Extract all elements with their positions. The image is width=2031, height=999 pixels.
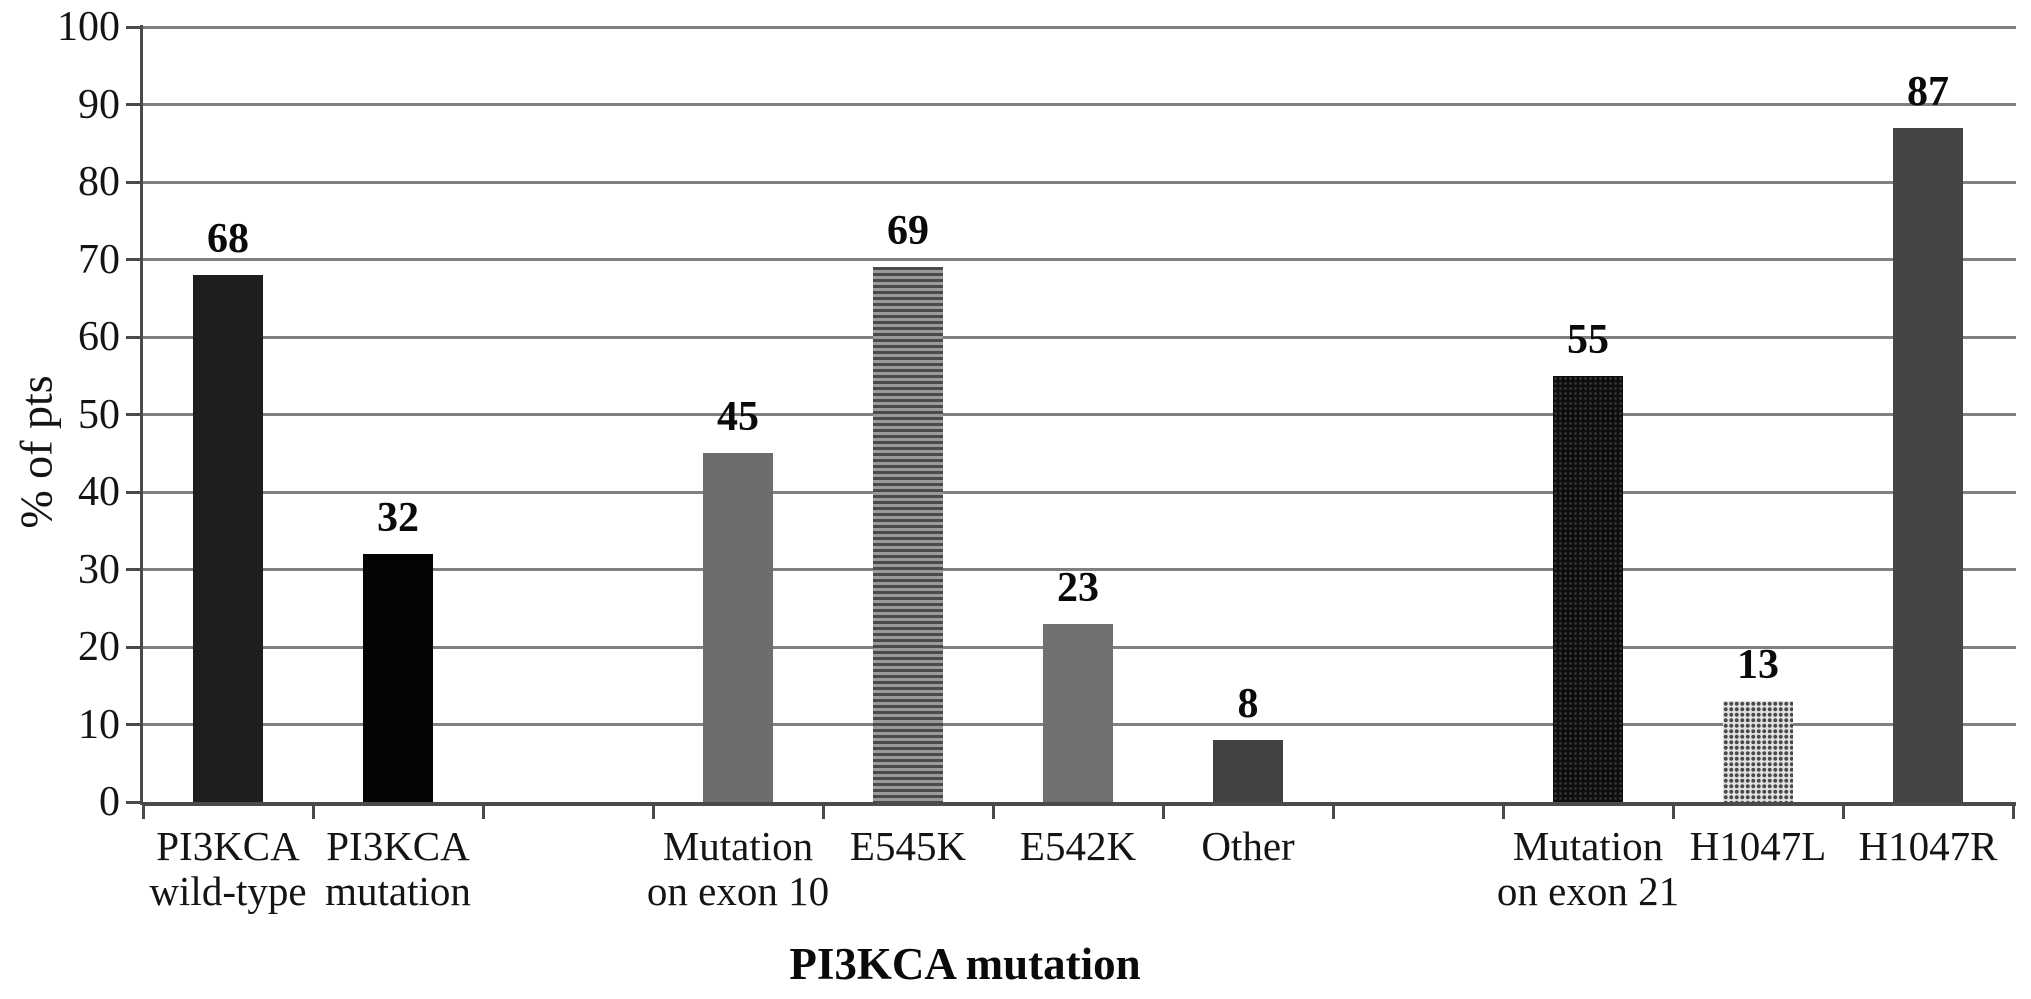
bar-pi3kca-wild-type [193, 275, 263, 804]
bar-e542k [1043, 623, 1113, 804]
bar-mutation-on-exon-10 [703, 453, 773, 804]
bar-value-label: 55 [1567, 316, 1609, 363]
y-tick-mark [126, 723, 143, 726]
bar-value-label: 45 [717, 394, 759, 441]
x-tick-mark [821, 802, 825, 819]
x-axis-title: PI3KCA mutation [789, 939, 1141, 989]
x-category-label: H1047R [1858, 823, 1998, 869]
bar-value-label: 32 [377, 495, 419, 541]
y-tick-mark [126, 180, 143, 184]
x-tick-mark [1841, 802, 1845, 819]
y-tick-mark [126, 335, 143, 339]
bar-value-label: 23 [1057, 564, 1099, 611]
gridline-y-50 [143, 413, 2016, 416]
x-category-label: Mutation on exon 10 [646, 823, 830, 914]
x-tick-mark [1671, 802, 1675, 819]
bar-value-label: 69 [887, 208, 929, 255]
gridline-y-40 [143, 490, 2016, 494]
x-tick-mark [651, 802, 655, 819]
gridline-y-80 [143, 180, 2016, 184]
x-category-label: PI3KCA mutation [325, 823, 471, 914]
bar-h1047l [1723, 701, 1793, 804]
x-tick-mark [1161, 802, 1165, 819]
bar-value-label: 13 [1737, 642, 1779, 689]
gridline-y-100 [143, 25, 2016, 29]
x-category-label: Mutation on exon 21 [1496, 823, 1680, 914]
gridline-y-60 [143, 335, 2016, 339]
y-tick-label: 30 [78, 546, 120, 593]
bar-value-label: 8 [1237, 681, 1259, 727]
gridline-y-30 [143, 568, 2016, 571]
bar-pi3kca-mutation [363, 554, 433, 804]
x-category-label: PI3KCA wild-type [149, 823, 307, 914]
y-tick-label: 40 [78, 469, 120, 515]
x-category-label: E542K [1019, 823, 1137, 869]
bar-h1047r [1893, 127, 1963, 804]
y-tick-mark [126, 103, 143, 106]
y-tick-label: 10 [78, 701, 120, 748]
y-tick-label: 60 [78, 314, 120, 360]
y-tick-mark [126, 800, 143, 804]
y-tick-label: 0 [99, 779, 120, 825]
x-category-label: H1047L [1689, 823, 1827, 869]
bar-e545k [873, 267, 943, 804]
y-tick-label: 70 [78, 236, 120, 283]
y-tick-label: 20 [78, 624, 120, 670]
y-tick-mark [126, 645, 143, 649]
y-tick-label: 90 [78, 81, 120, 128]
x-category-label: E545K [849, 823, 967, 869]
y-tick-label: 100 [57, 4, 120, 50]
bar-value-label: 68 [207, 216, 249, 262]
y-tick-mark [126, 258, 143, 261]
bar-other [1213, 740, 1283, 804]
y-tick-label: 80 [78, 159, 120, 205]
gridline-y-90 [143, 103, 2016, 106]
gridline-y-70 [143, 258, 2016, 261]
x-tick-mark [2011, 802, 2015, 819]
y-tick-mark [126, 490, 143, 494]
bar-mutation-on-exon-21 [1553, 375, 1623, 804]
x-tick-mark [991, 802, 995, 819]
y-tick-label: 50 [78, 391, 120, 438]
bar-value-label: 87 [1907, 68, 1949, 115]
y-tick-mark [126, 413, 143, 416]
x-tick-mark [481, 802, 485, 819]
x-tick-mark [141, 802, 145, 819]
y-tick-mark [126, 25, 143, 29]
x-tick-mark [1331, 802, 1335, 819]
x-category-label: Other [1201, 823, 1295, 869]
x-axis-line [143, 802, 2016, 806]
x-tick-mark [311, 802, 315, 819]
y-axis-line [140, 25, 143, 805]
y-tick-mark [126, 568, 143, 571]
x-tick-mark [1501, 802, 1505, 819]
